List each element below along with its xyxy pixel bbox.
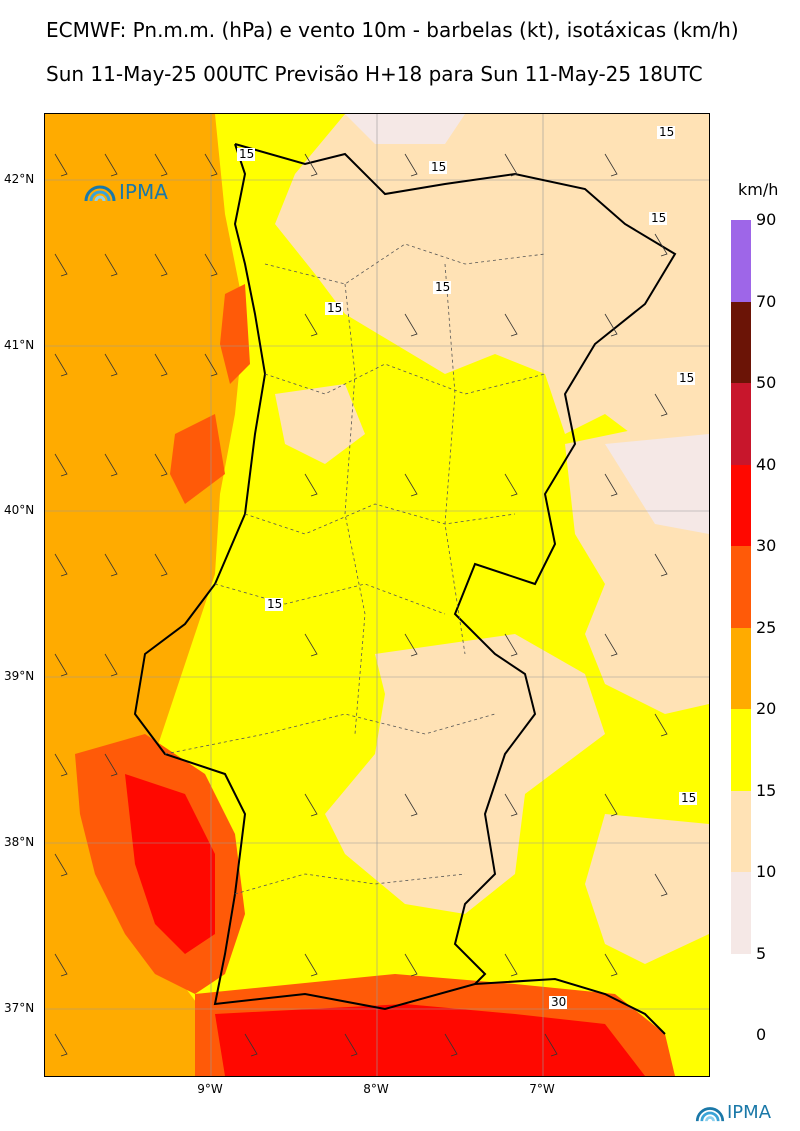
graticule	[45, 114, 709, 1076]
lat-label-39: 39°N	[4, 669, 35, 683]
contour-label: 15	[327, 301, 342, 315]
contour-label: 15	[679, 371, 694, 385]
lat-label-37: 37°N	[4, 1001, 35, 1015]
contour-label: 15	[659, 125, 674, 139]
contour-label: 15	[681, 791, 696, 805]
lat-label-40: 40°N	[4, 503, 35, 517]
colorbar-label: 40	[756, 454, 777, 474]
colorbar-label: 0	[756, 1025, 767, 1044]
ipma-logo-footer: IPMA	[694, 1102, 771, 1123]
colorbar-segment	[731, 464, 751, 546]
colorbar-segment	[731, 383, 751, 465]
ipma-logo-icon	[695, 1106, 725, 1121]
contour-label: 15	[651, 211, 666, 225]
colorbar-segment	[731, 627, 751, 709]
low-wind-zone-southeast	[585, 814, 709, 964]
colorbar-label: 90	[756, 210, 777, 229]
colorbar-label: 20	[756, 699, 777, 718]
colorbar-segment	[731, 220, 751, 302]
wind-barbs	[54, 153, 668, 1057]
colorbar-label: 30	[756, 536, 777, 555]
contour-label: 15	[435, 280, 450, 294]
colorbar-segment	[731, 709, 751, 791]
colorbar-label: 10	[756, 862, 777, 881]
ipma-logo-map: IPMA	[83, 180, 168, 204]
lon-label-8w: 8°W	[363, 1082, 389, 1096]
lon-label-7w: 7°W	[529, 1082, 555, 1096]
low-wind-zone-central	[325, 634, 605, 914]
low-wind-zone-north	[275, 114, 709, 444]
colorbar-label: 5	[756, 943, 767, 963]
lat-label-42: 42°N	[4, 172, 35, 186]
contour-label: 15	[267, 597, 282, 611]
very-strong-wind-zone-southwest	[125, 774, 215, 954]
low-wind-zone-small	[275, 384, 365, 464]
strong-wind-patch-north	[220, 284, 250, 384]
wind-speed-map: 15 15 15 15 15 15 15 15 15 30 IPMA	[44, 113, 710, 1077]
colorbar-segment	[731, 546, 751, 628]
colorbar-label: 25	[756, 617, 777, 637]
map-subtitle: Sun 11-May-25 00UTC Previsão H+18 para S…	[46, 62, 703, 86]
calm-zone-north	[345, 114, 465, 144]
colorbar-segment	[731, 953, 751, 1035]
map-title: ECMWF: Pn.m.m. (hPa) e vento 10m - barbe…	[46, 18, 739, 42]
contour-labels: 15 15 15 15 15 15 15 15 15 30	[237, 125, 697, 1009]
spain-border	[234, 143, 677, 985]
colorbar-segment	[731, 790, 751, 872]
logo-text: IPMA	[119, 180, 168, 204]
colorbar-label: 15	[756, 780, 777, 800]
map-canvas: 15 15 15 15 15 15 15 15 15 30	[45, 114, 709, 1076]
colorbar-unit: km/h	[738, 180, 779, 199]
very-strong-wind-zone-south	[215, 1004, 645, 1076]
lat-label-38: 38°N	[4, 835, 35, 849]
contour-label: 15	[431, 160, 446, 174]
ipma-logo-icon	[84, 185, 116, 202]
contour-label: 30	[551, 995, 566, 1009]
district-borders	[164, 243, 546, 895]
lat-label-41: 41°N	[4, 338, 35, 352]
colorbar-label: 50	[756, 373, 777, 392]
contour-label: 15	[239, 147, 254, 161]
colorbar-segment	[731, 301, 751, 383]
colorbar-label: 70	[756, 291, 777, 311]
logo-text: IPMA	[727, 1102, 772, 1123]
calm-zone-east	[605, 434, 709, 534]
colorbar-segment	[731, 872, 751, 954]
lon-label-9w: 9°W	[197, 1082, 223, 1096]
